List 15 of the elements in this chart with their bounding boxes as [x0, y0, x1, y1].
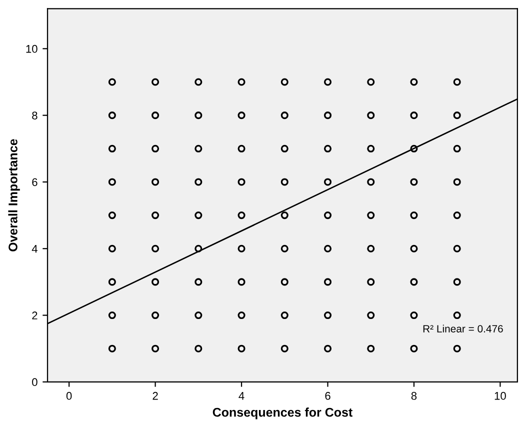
x-tick-label: 2 [152, 392, 158, 400]
x-tick-label: 8 [411, 392, 417, 400]
x-axis-title: Consequences for Cost [212, 408, 352, 420]
x-tick-label: 4 [238, 392, 244, 400]
y-tick-label: 6 [32, 178, 38, 186]
y-axis-title: Overall Importance [8, 139, 20, 252]
y-tick-label: 8 [32, 112, 38, 120]
y-tick-label: 10 [26, 44, 38, 53]
y-tick-label: 2 [32, 312, 38, 320]
x-tick-label: 6 [325, 392, 330, 400]
x-tick-label: 0 [66, 392, 72, 400]
annotation: R² Linear = 0.476 [423, 324, 503, 332]
y-tick-label: 0 [32, 378, 38, 386]
x-tick-label: 10 [494, 392, 506, 400]
y-tick-label: 4 [32, 245, 38, 253]
